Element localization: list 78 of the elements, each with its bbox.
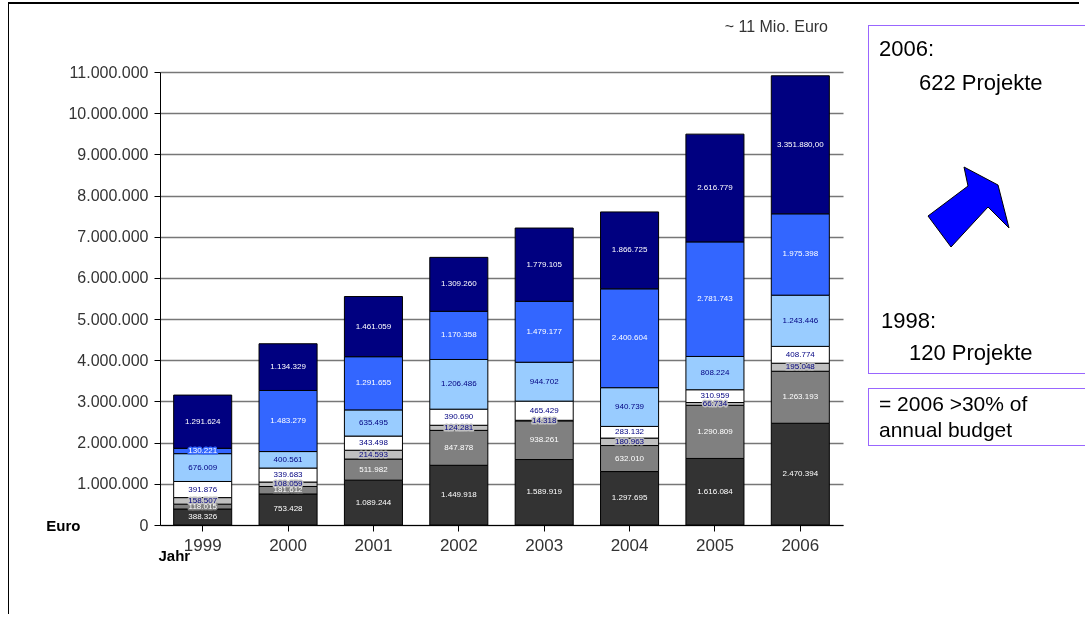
y-tick-label: 7.000.000 [77, 228, 149, 246]
y-tick-label: 9.000.000 [77, 145, 149, 163]
data-label: 1.291.655 [355, 378, 392, 388]
x-tick-label: 2005 [696, 535, 734, 555]
data-label: 1.975.398 [782, 249, 819, 259]
data-label: 66.734 [702, 398, 728, 408]
data-label: 343.498 [358, 438, 389, 448]
data-label: 2.781.743 [697, 294, 734, 304]
data-label: 940.739 [615, 402, 645, 412]
text: 120 Projekte [909, 340, 1033, 366]
data-label: 2.616.779 [697, 183, 734, 193]
data-label: 938.261 [529, 435, 560, 445]
data-label: 181.612 [273, 485, 304, 495]
y-tick-label: 10.000.000 [68, 104, 149, 122]
data-label: 2.400.604 [611, 333, 648, 343]
text: = 2006 >30% of annual budget [868, 388, 1085, 446]
data-label: 1.243.446 [782, 315, 819, 325]
data-label: 1.483.279 [270, 416, 307, 426]
data-label: 158.507 [188, 495, 218, 505]
data-label: 1.089.244 [355, 497, 392, 507]
data-label: 3.351.880,00 [776, 139, 825, 149]
data-label: 1.290.809 [697, 426, 734, 436]
data-label: 753.428 [273, 504, 304, 514]
y-tick-label: 4.000.000 [77, 351, 149, 369]
y-tick-label: 8.000.000 [77, 187, 149, 205]
data-label: 1.134.329 [270, 362, 307, 372]
data-label: 2.470.394 [782, 469, 819, 479]
data-label: 180.963 [615, 436, 645, 446]
x-tick-label: 2006 [781, 535, 820, 555]
data-label: 14.318 [531, 415, 557, 425]
x-tick-label: 2002 [439, 535, 478, 555]
data-label: 1.779.105 [526, 259, 563, 269]
data-label: 808.224 [700, 368, 730, 378]
data-label: 310.959 [700, 391, 730, 401]
text: 622 Projekte [919, 70, 1043, 96]
data-label: 1.170.358 [441, 330, 478, 340]
data-label: 283.132 [615, 427, 645, 437]
y-tick-label: 0 [139, 516, 149, 534]
y-axis-title: Euro [46, 516, 81, 534]
data-label: 1.589.919 [526, 487, 563, 497]
data-label: 944.702 [529, 376, 560, 386]
data-label: 511.982 [359, 464, 389, 474]
data-label: 847.878 [444, 442, 474, 452]
data-label: 400.561 [273, 454, 304, 464]
y-tick-label: 1.000.000 [77, 475, 149, 493]
data-label: 1.479.177 [526, 326, 563, 336]
data-label: 632.010 [615, 453, 645, 463]
x-tick-label: 2003 [525, 535, 564, 555]
data-label: 339.683 [273, 470, 304, 480]
data-label: 676.009 [188, 462, 218, 472]
data-label: 390.690 [444, 412, 474, 422]
data-label: 1.866.725 [611, 245, 648, 255]
y-tick-label: 5.000.000 [77, 310, 149, 328]
x-tick-label: 2004 [610, 535, 649, 555]
data-label: 1.449.918 [441, 490, 478, 500]
text: 1998: [881, 308, 937, 334]
text: 2006: [879, 36, 935, 62]
data-label: 391.876 [188, 484, 218, 494]
data-label: 635.495 [358, 417, 389, 427]
data-label: 465.429 [529, 405, 560, 415]
text: ~ 11 Mio. Euro [723, 17, 828, 37]
data-label: 408.774 [785, 349, 816, 359]
data-label: 1.291.624 [184, 416, 222, 426]
y-tick-label: 3.000.000 [77, 392, 149, 410]
data-label: 1.309.260 [441, 279, 478, 289]
data-label: 1.616.084 [697, 486, 734, 496]
x-tick-label: 2000 [269, 535, 307, 555]
data-label: 1.461.059 [355, 321, 392, 331]
data-label: 1.206.486 [441, 379, 478, 389]
data-label: 1.263.193 [782, 392, 819, 402]
y-tick-label: 6.000.000 [77, 269, 149, 287]
data-label: 1.297.695 [611, 493, 648, 503]
y-tick-label: 2.000.000 [77, 434, 149, 452]
data-label: 214.593 [358, 449, 389, 459]
data-label: 195.048 [785, 362, 816, 372]
data-label: 388.326 [188, 512, 218, 521]
y-tick-label: 11.000.000 [69, 63, 149, 81]
x-tick-label: 2001 [354, 535, 393, 555]
